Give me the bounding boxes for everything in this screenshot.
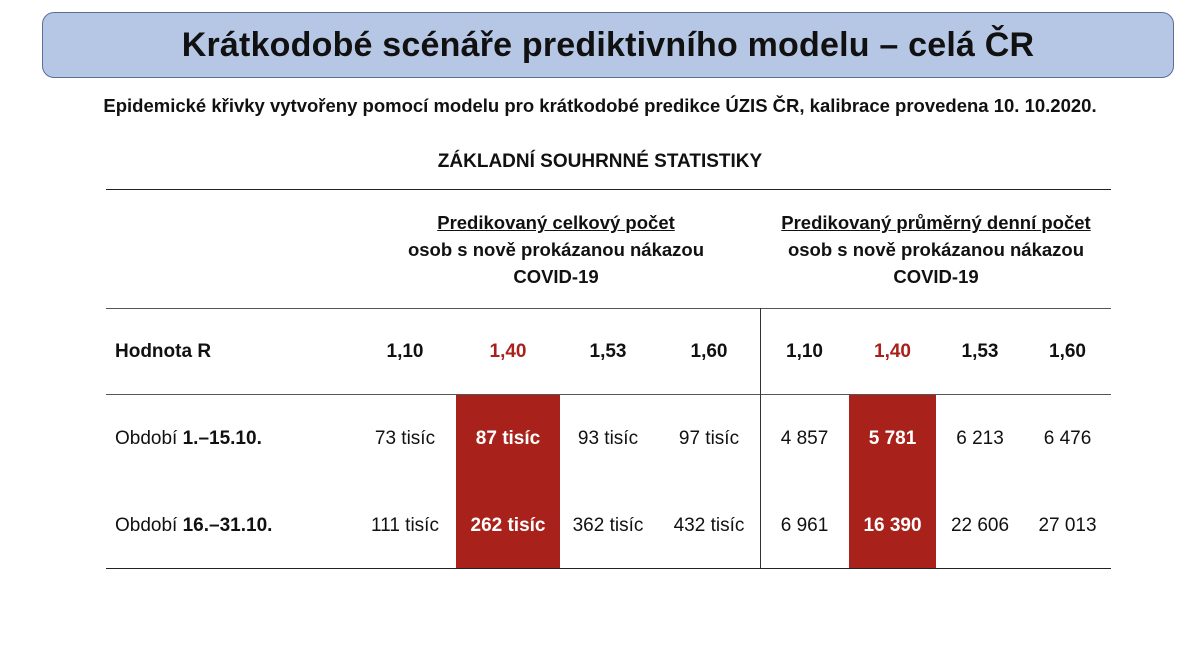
table-cell: 6 961 [780, 515, 829, 536]
summary-table: Predikovaný celkový počet osob s nově pr… [106, 189, 1111, 570]
r-value: 1,40 [489, 341, 527, 362]
group-header-total: Predikovaný celkový počet osob s nově pr… [356, 209, 756, 290]
table-cell: 6 213 [956, 428, 1004, 449]
table-cell: 362 tisíc [572, 515, 644, 536]
highlight-column-daily [849, 395, 936, 568]
table-cell: 111 tisíc [371, 515, 439, 536]
group-header-total-line2: osob s nově prokázanou nákazou [407, 239, 705, 260]
page-subtitle: Epidemické křivky vytvořeny pomocí model… [103, 95, 1097, 116]
table-r-rule [106, 394, 1111, 395]
r-row-label: Hodnota R [115, 341, 212, 362]
section-title: ZÁKLADNÍ SOUHRNNÉ STATISTIKY [437, 151, 763, 172]
r-value: 1,10 [386, 341, 424, 362]
group-header-daily-line2: osob s nově prokázanou nákazou [787, 239, 1085, 260]
r-value: 1,60 [1049, 341, 1086, 362]
r-value: 1,53 [961, 341, 999, 362]
group-header-daily-line1: Predikovaný průměrný denní počet [781, 212, 1091, 233]
r-value: 1,60 [690, 341, 728, 362]
r-value: 1,40 [874, 341, 911, 362]
table-row-label: Období 1.–15.10. [115, 428, 262, 450]
group-header-daily: Predikovaný průměrný denní počet osob s … [736, 209, 1136, 290]
r-value: 1,10 [786, 341, 823, 362]
table-cell: 4 857 [780, 428, 829, 449]
table-group-divider [760, 308, 761, 568]
table-cell-highlighted: 5 781 [868, 428, 917, 449]
table-cell-highlighted: 262 tisíc [470, 515, 546, 536]
table-cell-highlighted: 87 tisíc [475, 428, 541, 449]
table-cell: 97 tisíc [678, 428, 740, 449]
page-title: Krátkodobé scénáře prediktivního modelu … [181, 25, 1035, 64]
r-value: 1,53 [589, 341, 627, 362]
table-row-label: Období 16.–31.10. [115, 515, 272, 537]
table-header-rule [106, 308, 1111, 309]
table-bottom-rule [106, 568, 1111, 569]
table-cell: 432 tisíc [673, 515, 745, 536]
table-cell: 22 606 [950, 515, 1010, 536]
table-top-rule [106, 189, 1111, 190]
row-label-prefix: Období [115, 428, 183, 449]
row-label-prefix: Období [115, 515, 183, 536]
row-label-period: 1.–15.10. [182, 428, 262, 449]
group-header-total-line3: COVID-19 [513, 266, 599, 287]
table-cell-highlighted: 16 390 [863, 515, 922, 536]
row-label-period: 16.–31.10. [182, 515, 273, 536]
table-cell: 6 476 [1043, 428, 1092, 449]
table-cell: 73 tisíc [374, 428, 436, 449]
title-banner: Krátkodobé scénáře prediktivního modelu … [42, 12, 1174, 78]
group-header-daily-line3: COVID-19 [893, 266, 979, 287]
highlight-column-total [456, 395, 560, 568]
table-cell: 93 tisíc [577, 428, 639, 449]
table-cell: 27 013 [1038, 515, 1097, 536]
group-header-total-line1: Predikovaný celkový počet [437, 212, 675, 233]
